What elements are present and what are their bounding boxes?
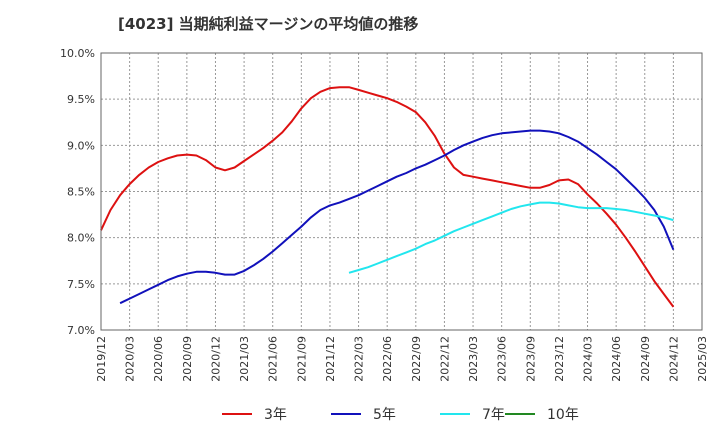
series-layer bbox=[100, 86, 675, 308]
y-axis: 7.0% 7.5% 8.0% 8.5% 9.0% 9.5% 10.0% bbox=[60, 47, 95, 337]
x-tick-label: 2022/09 bbox=[410, 336, 423, 382]
x-tick-label: 2024/09 bbox=[639, 336, 652, 382]
y-tick-label: 9.5% bbox=[67, 93, 95, 106]
x-tick-label: 2025/03 bbox=[696, 336, 709, 382]
x-tick-label: 2023/09 bbox=[524, 336, 537, 382]
series-line bbox=[119, 129, 675, 305]
y-tick-label: 9.0% bbox=[67, 139, 95, 152]
x-tick-label: 2020/09 bbox=[181, 336, 194, 382]
x-axis: 2019/12 2020/03 2020/06 2020/09 2020/12 2021/… bbox=[95, 336, 709, 382]
plot-frame bbox=[100, 52, 703, 331]
y-tick-label: 8.0% bbox=[67, 232, 95, 245]
x-tick-label: 2021/06 bbox=[267, 336, 280, 382]
y-tick-label: 8.5% bbox=[67, 186, 95, 199]
x-tick-label: 2019/12 bbox=[95, 336, 108, 382]
legend: 3年 5年 7年 10年 bbox=[222, 407, 579, 423]
x-tick-label: 2020/12 bbox=[209, 336, 222, 382]
y-tick-label: 7.5% bbox=[67, 278, 95, 291]
x-tick-label: 2020/06 bbox=[152, 336, 165, 382]
chart-title: [4023] 当期純利益マージンの平均値の推移 bbox=[118, 15, 418, 33]
x-tick-label: 2023/12 bbox=[553, 336, 566, 382]
x-tick-label: 2021/09 bbox=[295, 336, 308, 382]
series-line bbox=[100, 86, 675, 308]
x-tick-label: 2022/12 bbox=[438, 336, 451, 382]
x-tick-label: 2023/03 bbox=[467, 336, 480, 382]
x-tick-label: 2022/06 bbox=[381, 336, 394, 382]
grid bbox=[100, 52, 703, 331]
legend-label: 7年 bbox=[482, 407, 505, 423]
x-tick-label: 2023/06 bbox=[496, 336, 509, 382]
x-tick-label: 2022/03 bbox=[353, 336, 366, 382]
y-tick-label: 10.0% bbox=[60, 47, 95, 60]
x-tick-label: 2024/12 bbox=[667, 336, 680, 382]
x-tick-label: 2024/06 bbox=[610, 336, 623, 382]
x-tick-label: 2021/12 bbox=[324, 336, 337, 382]
x-tick-label: 2024/03 bbox=[582, 336, 595, 382]
legend-label: 10年 bbox=[547, 407, 579, 423]
y-tick-label: 7.0% bbox=[67, 324, 95, 337]
series-line bbox=[348, 201, 674, 274]
legend-label: 5年 bbox=[373, 407, 396, 423]
x-tick-label: 2021/03 bbox=[238, 336, 251, 382]
x-tick-label: 2020/03 bbox=[124, 336, 137, 382]
legend-label: 3年 bbox=[264, 407, 287, 423]
